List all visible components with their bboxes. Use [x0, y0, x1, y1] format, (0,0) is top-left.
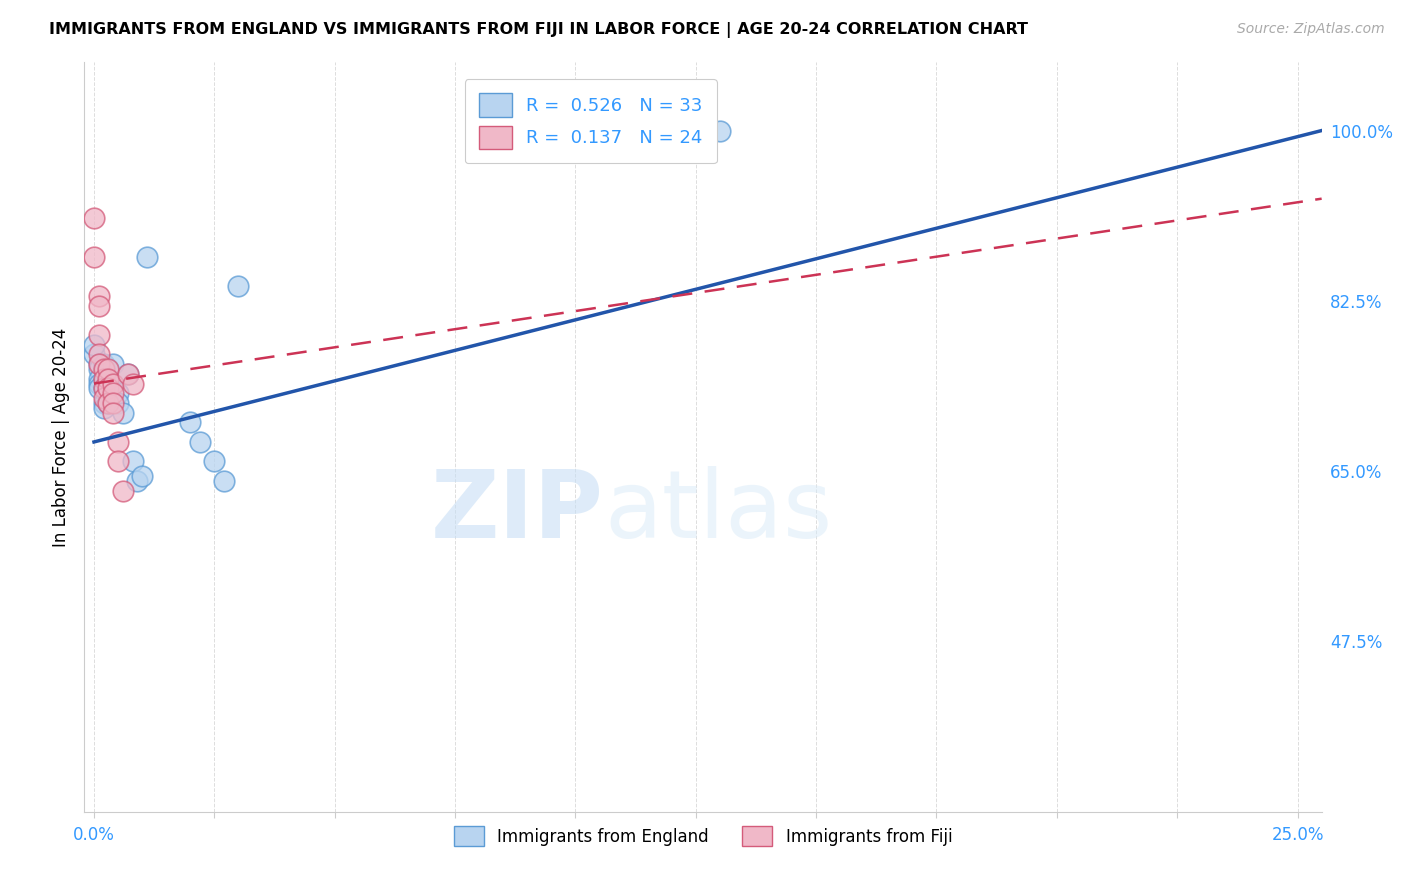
Point: [93, 401, 115, 415]
Point: [87, 357, 110, 371]
Point: [93, 357, 115, 371]
Point: [97, 376, 120, 391]
Point: [179, 416, 201, 430]
Point: [83, 337, 105, 351]
Point: [97, 372, 120, 386]
Point: [97, 381, 120, 395]
Point: [87, 357, 110, 371]
Point: [103, 376, 125, 391]
Point: [117, 367, 139, 381]
Point: [212, 474, 235, 488]
Point: [121, 454, 143, 468]
Point: [709, 123, 731, 137]
Point: [228, 279, 250, 293]
Point: [107, 386, 129, 401]
Point: [188, 434, 211, 449]
Point: [121, 376, 143, 391]
Point: [103, 386, 125, 401]
Point: [87, 372, 110, 386]
Point: [87, 327, 110, 342]
Point: [202, 454, 225, 468]
Text: IMMIGRANTS FROM ENGLAND VS IMMIGRANTS FROM FIJI IN LABOR FORCE | AGE 20-24 CORRE: IMMIGRANTS FROM ENGLAND VS IMMIGRANTS FR…: [49, 22, 1028, 38]
Point: [107, 396, 129, 410]
Point: [87, 347, 110, 361]
Point: [97, 396, 120, 410]
Point: [97, 386, 120, 401]
Y-axis label: In Labor Force | Age 20-24: In Labor Force | Age 20-24: [52, 327, 70, 547]
Text: Source: ZipAtlas.com: Source: ZipAtlas.com: [1237, 22, 1385, 37]
Point: [87, 299, 110, 313]
Point: [87, 381, 110, 395]
Point: [103, 396, 125, 410]
Point: [93, 362, 115, 376]
Point: [127, 474, 149, 488]
Point: [87, 362, 110, 376]
Point: [87, 376, 110, 391]
Text: ZIP: ZIP: [432, 466, 605, 558]
Point: [103, 357, 125, 371]
Point: [111, 483, 134, 498]
Point: [117, 367, 139, 381]
Point: [131, 469, 153, 483]
Point: [107, 454, 129, 468]
Point: [93, 372, 115, 386]
Point: [83, 250, 105, 264]
Point: [97, 362, 120, 376]
Point: [97, 362, 120, 376]
Legend: Immigrants from England, Immigrants from Fiji: Immigrants from England, Immigrants from…: [440, 813, 966, 860]
Point: [136, 250, 159, 264]
Point: [93, 372, 115, 386]
Point: [93, 381, 115, 395]
Point: [83, 347, 105, 361]
Point: [83, 211, 105, 226]
Point: [93, 381, 115, 395]
Point: [97, 396, 120, 410]
Point: [107, 434, 129, 449]
Point: [93, 362, 115, 376]
Point: [111, 406, 134, 420]
Point: [93, 391, 115, 405]
Point: [103, 406, 125, 420]
Point: [87, 289, 110, 303]
Text: atlas: atlas: [605, 466, 832, 558]
Point: [103, 376, 125, 391]
Point: [93, 396, 115, 410]
